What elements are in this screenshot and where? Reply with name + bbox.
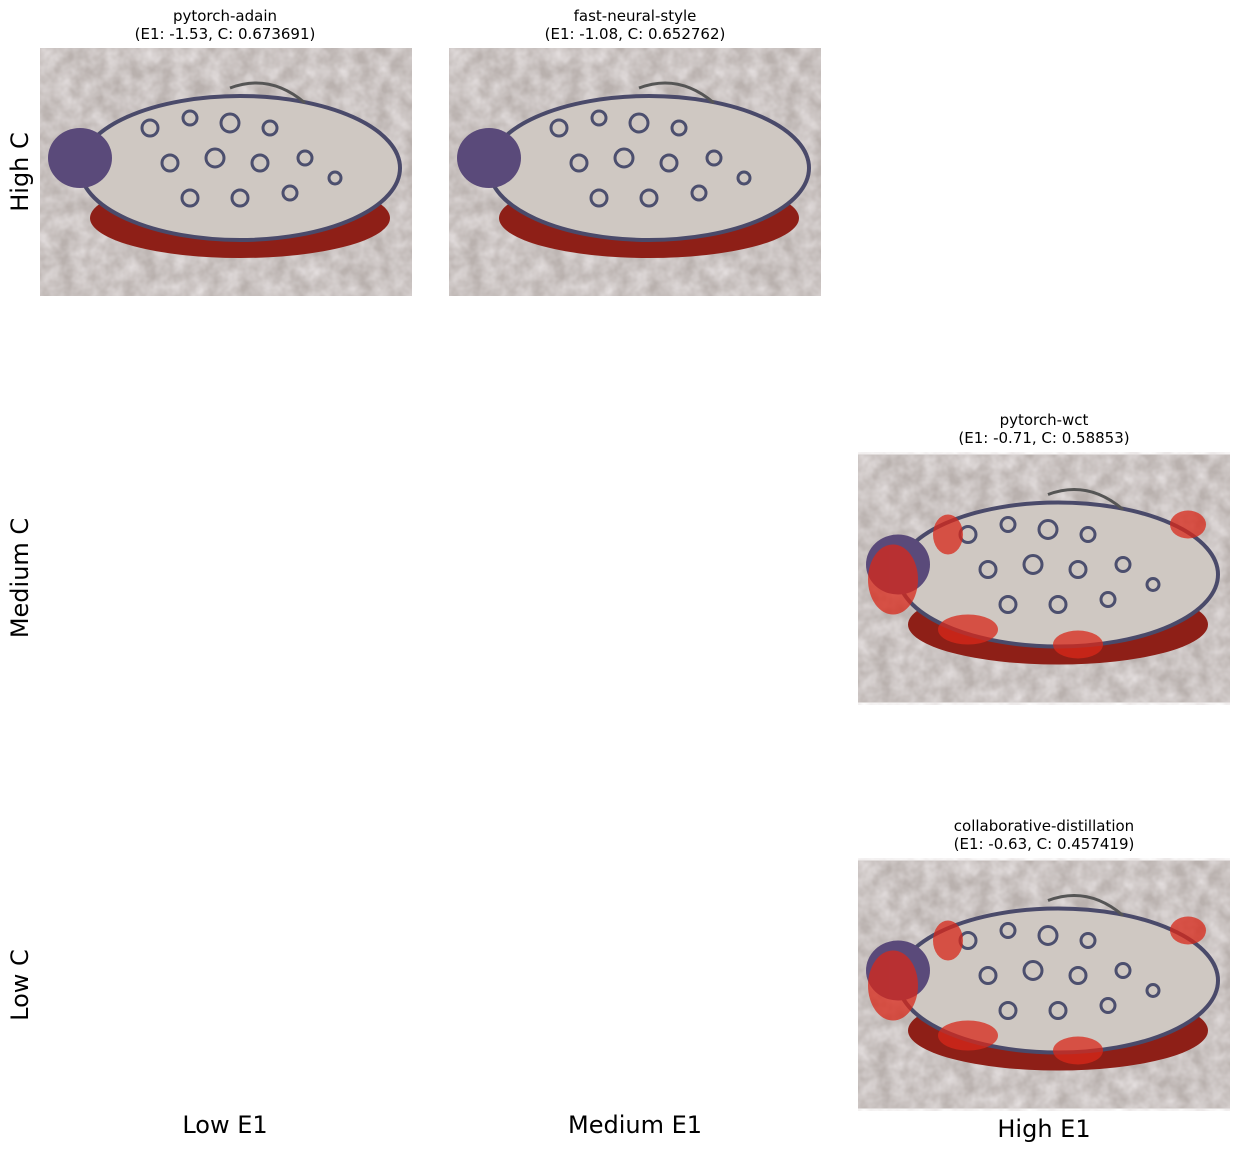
panel-scores: (E1: -0.71, C: 0.58853): [958, 429, 1129, 447]
panel-scores: (E1: -1.08, C: 0.652762): [545, 25, 726, 43]
panel-title: pytorch-adain: [173, 7, 277, 25]
panel-image: [40, 48, 412, 296]
panel-scores: (E1: -1.53, C: 0.673691): [135, 25, 316, 43]
panel-title: collaborative-distillation: [954, 817, 1134, 835]
row-label: Low C: [6, 949, 34, 1021]
panel-title: pytorch-wct: [1000, 411, 1089, 429]
column-label: Low E1: [182, 1111, 267, 1139]
row-label: High C: [6, 132, 34, 212]
column-label: Medium E1: [568, 1111, 702, 1139]
column-label: High E1: [997, 1115, 1090, 1143]
panel-title: fast-neural-style: [574, 7, 697, 25]
panel-image: [449, 48, 821, 296]
row-label: Medium C: [6, 518, 34, 638]
panel-scores: (E1: -0.63, C: 0.457419): [954, 835, 1135, 853]
